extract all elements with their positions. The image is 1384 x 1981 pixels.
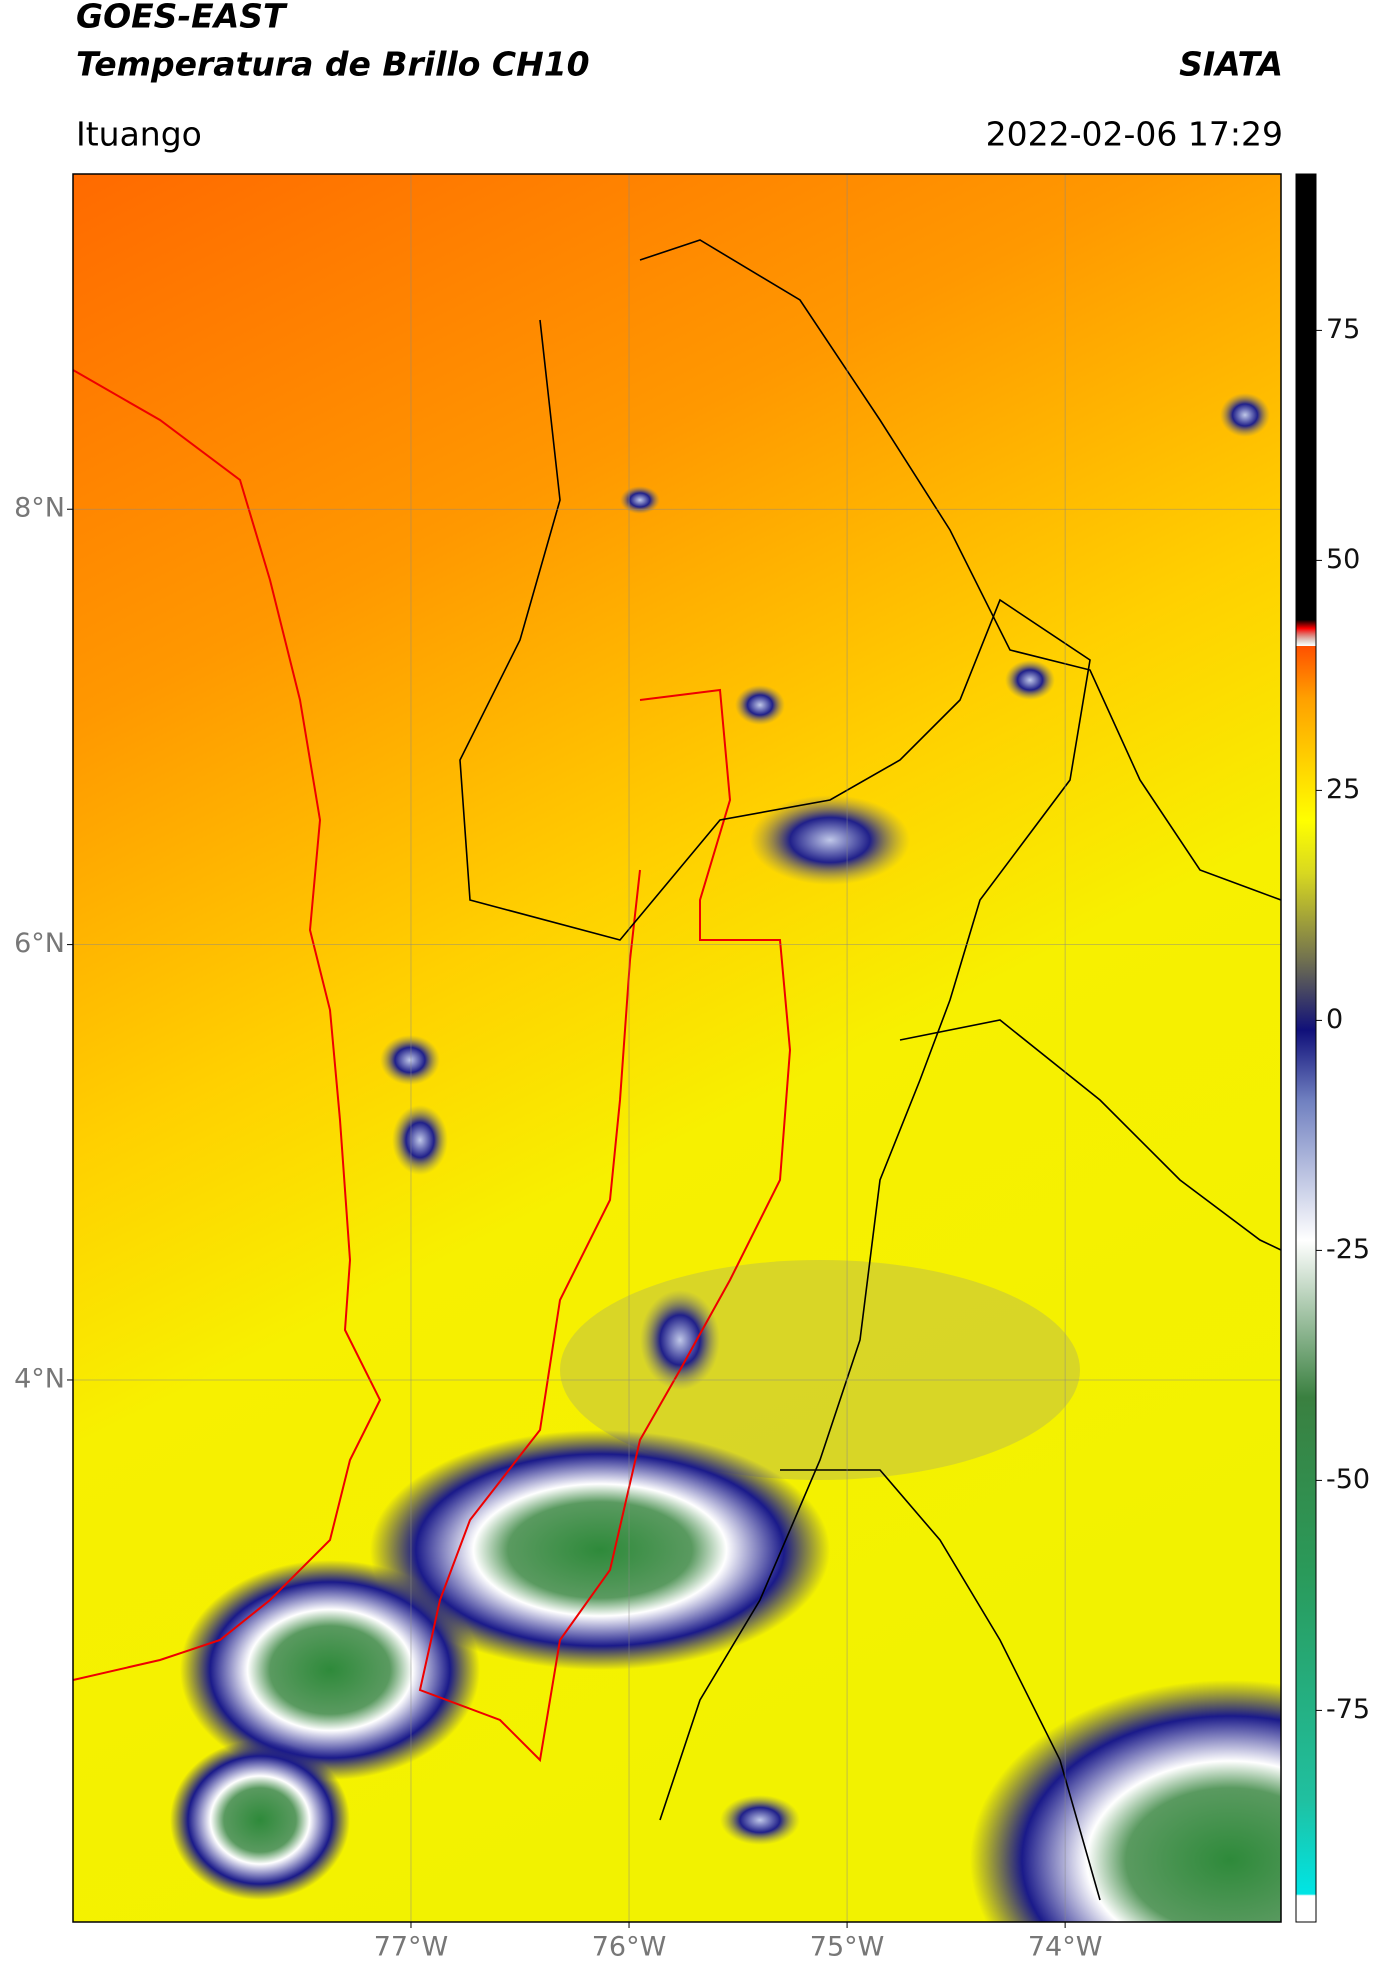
map-frame xyxy=(72,173,1282,1923)
source: SIATA xyxy=(1179,45,1283,84)
y-tick-label: 8°N xyxy=(14,493,65,524)
x-tick-label: 74°W xyxy=(1028,1932,1103,1963)
x-tick-label: 77°W xyxy=(374,1932,449,1963)
colorbar-tick-label: -25 xyxy=(1326,1234,1370,1265)
location: Ituango xyxy=(76,115,202,154)
datetime: 2022-02-06 17:29 xyxy=(986,115,1283,154)
title: GOES-EAST xyxy=(76,0,288,36)
graticule xyxy=(73,174,1281,1922)
colorbar-tick-label: -50 xyxy=(1326,1464,1370,1495)
colorbar-tick-label: -75 xyxy=(1326,1694,1370,1725)
y-tick-label: 4°N xyxy=(14,1363,65,1394)
colorbar-tick-label: 0 xyxy=(1326,1004,1343,1035)
y-tick-label: 6°N xyxy=(14,928,65,959)
colorbar xyxy=(1295,173,1317,1923)
subtitle: Temperatura de Brillo CH10 xyxy=(76,45,590,84)
colorbar-tick-label: 50 xyxy=(1326,544,1360,575)
colorbar-tick-label: 75 xyxy=(1326,314,1360,345)
x-tick-label: 75°W xyxy=(810,1932,885,1963)
x-tick-label: 76°W xyxy=(592,1932,667,1963)
colorbar-tick-label: 25 xyxy=(1326,774,1360,805)
map-imagery xyxy=(73,174,1281,1922)
